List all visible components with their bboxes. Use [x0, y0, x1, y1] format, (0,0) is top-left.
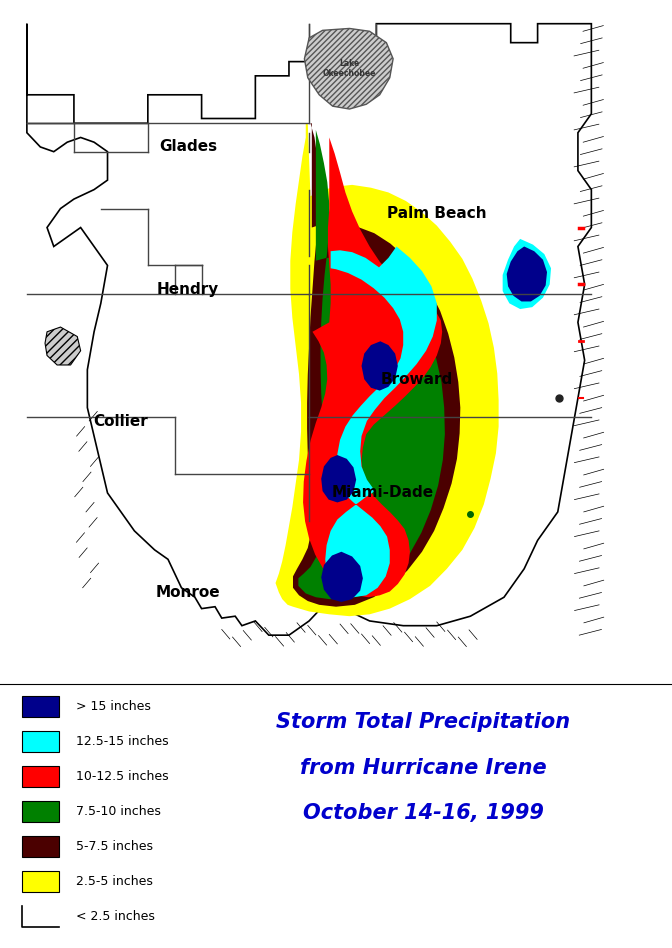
Text: < 2.5 inches: < 2.5 inches — [75, 910, 155, 923]
Text: Palm Beach: Palm Beach — [387, 206, 487, 221]
Text: Hendry: Hendry — [157, 282, 219, 297]
Polygon shape — [293, 123, 460, 607]
Polygon shape — [45, 327, 81, 365]
Text: Lake
Okeechobee: Lake Okeechobee — [323, 59, 376, 78]
Text: 5-7.5 inches: 5-7.5 inches — [75, 840, 153, 853]
Polygon shape — [298, 130, 445, 599]
Polygon shape — [27, 24, 591, 635]
Text: Miami-Dade: Miami-Dade — [332, 485, 434, 501]
Bar — [22, 731, 59, 752]
Polygon shape — [362, 341, 398, 391]
Bar — [22, 696, 59, 717]
Polygon shape — [507, 246, 547, 301]
Polygon shape — [303, 137, 442, 597]
Text: 7.5-10 inches: 7.5-10 inches — [75, 805, 161, 818]
Text: Monroe: Monroe — [156, 585, 220, 600]
Text: Glades: Glades — [159, 139, 217, 155]
Polygon shape — [304, 28, 393, 109]
Polygon shape — [276, 123, 499, 616]
Text: 12.5-15 inches: 12.5-15 inches — [75, 735, 168, 748]
Text: October 14-16, 1999: October 14-16, 1999 — [303, 803, 544, 824]
Bar — [22, 766, 59, 787]
Text: from Hurricane Irene: from Hurricane Irene — [300, 757, 547, 778]
Polygon shape — [503, 239, 551, 309]
Text: Collier: Collier — [93, 414, 149, 429]
Bar — [22, 836, 59, 857]
Text: > 15 inches: > 15 inches — [75, 700, 151, 713]
Text: 10-12.5 inches: 10-12.5 inches — [75, 770, 168, 783]
Text: 2.5-5 inches: 2.5-5 inches — [75, 875, 153, 888]
Bar — [22, 801, 59, 822]
Text: Broward: Broward — [380, 372, 453, 387]
Polygon shape — [321, 552, 363, 602]
Bar — [22, 871, 59, 892]
Polygon shape — [325, 246, 437, 597]
Polygon shape — [321, 455, 356, 502]
Text: Storm Total Precipitation: Storm Total Precipitation — [276, 712, 571, 733]
